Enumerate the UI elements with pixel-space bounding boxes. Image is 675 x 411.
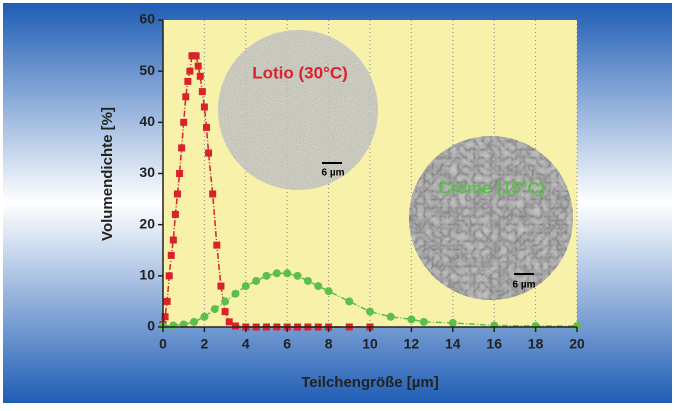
marker (166, 272, 173, 279)
marker (449, 319, 457, 327)
marker (169, 321, 177, 329)
marker (221, 297, 229, 305)
marker (199, 88, 206, 95)
marker (407, 315, 415, 323)
scale-label: 6 µm (513, 280, 536, 291)
marker (294, 272, 302, 280)
x-tick-label: 16 (486, 336, 502, 352)
x-tick-label: 10 (362, 336, 378, 352)
y-tick-label: 50 (139, 62, 155, 78)
marker (252, 277, 260, 285)
marker (164, 298, 171, 305)
scale-label: 6 µm (322, 168, 345, 179)
x-tick-label: 20 (569, 336, 585, 352)
y-tick-label: 0 (147, 318, 155, 334)
annotation: Creme (15°C) (439, 178, 546, 197)
marker (211, 305, 219, 313)
marker (174, 190, 181, 197)
x-tick-label: 14 (445, 336, 461, 352)
marker (172, 211, 179, 218)
marker (420, 318, 428, 326)
marker (304, 277, 312, 285)
marker (182, 93, 189, 100)
marker (325, 287, 333, 295)
marker (205, 150, 212, 157)
marker (170, 237, 177, 244)
x-tick-label: 6 (283, 336, 291, 352)
marker (190, 318, 198, 326)
marker (168, 252, 175, 259)
marker (273, 269, 281, 277)
chart: Lotio (30°C) Creme (15°C) 6 µm 6 µm Teil… (0, 0, 675, 406)
y-tick-label: 40 (139, 113, 155, 129)
x-tick-label: 18 (528, 336, 544, 352)
x-tick-label: 4 (242, 336, 250, 352)
y-axis-label: Volumendichte [%] (99, 107, 116, 241)
y-tick-label: 30 (139, 164, 155, 180)
x-tick-label: 8 (325, 336, 333, 352)
y-tick-label: 60 (139, 11, 155, 27)
marker (263, 272, 271, 280)
marker (366, 308, 374, 316)
marker (195, 63, 202, 70)
marker (178, 144, 185, 151)
x-tick-label: 12 (404, 336, 420, 352)
y-tick-label: 20 (139, 215, 155, 231)
marker (314, 282, 322, 290)
marker (203, 124, 210, 131)
marker (193, 52, 200, 59)
marker (226, 318, 233, 325)
marker (217, 283, 224, 290)
annotation: Lotio (30°C) (252, 63, 348, 82)
y-tick-label: 10 (139, 267, 155, 283)
x-tick-label: 2 (201, 336, 209, 352)
marker (387, 313, 395, 321)
marker (186, 68, 193, 75)
marker (242, 282, 250, 290)
marker (283, 269, 291, 277)
marker (201, 103, 208, 110)
marker (222, 308, 229, 315)
marker (176, 170, 183, 177)
marker (231, 290, 239, 298)
marker (209, 190, 216, 197)
marker (180, 119, 187, 126)
marker (345, 297, 353, 305)
marker (184, 78, 191, 85)
x-axis-label: Teilchengröße [µm] (301, 374, 439, 391)
x-tick-label: 0 (159, 336, 167, 352)
marker (213, 242, 220, 249)
marker (232, 322, 239, 329)
marker (197, 73, 204, 80)
marker (200, 313, 208, 321)
